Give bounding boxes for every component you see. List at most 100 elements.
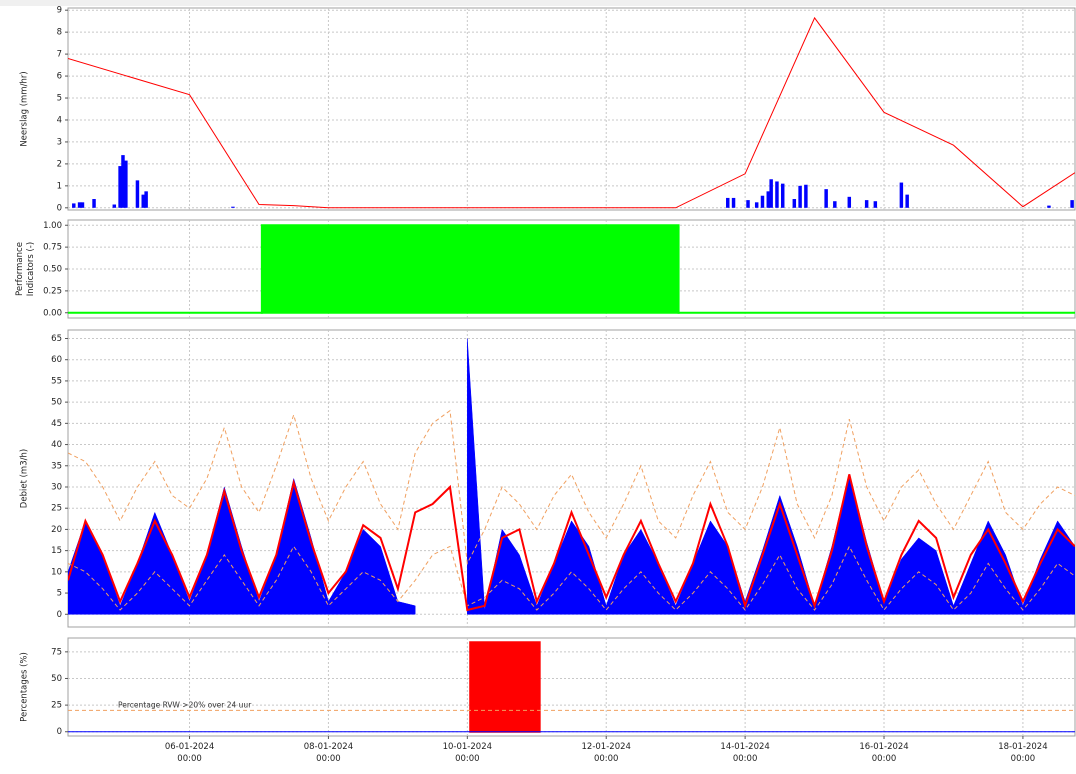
- annotation: Percentage RVW >20% over 24 uur: [118, 700, 252, 709]
- bar: [135, 180, 140, 208]
- x-tick-label-line: 00:00: [177, 754, 202, 764]
- plot-area: [68, 224, 1075, 314]
- y-tick-label: 5: [57, 94, 62, 104]
- y-tick-label: 0: [57, 727, 62, 737]
- bar: [899, 182, 904, 208]
- bar: [77, 202, 82, 208]
- plot-area: [68, 16, 1075, 209]
- y-tick-label: 25: [51, 504, 62, 514]
- x-tick-label-line: 00:00: [1011, 754, 1036, 764]
- bar: [905, 194, 909, 208]
- line: [68, 16, 1075, 209]
- bar: [92, 199, 96, 208]
- y-tick-label: 0: [57, 610, 62, 620]
- x-tick-label-line: 18-01-2024: [998, 742, 1047, 752]
- bar: [144, 191, 148, 208]
- top-strip: [0, 0, 1076, 6]
- bar: [824, 189, 828, 208]
- step-bar: [260, 224, 680, 314]
- x-tick-label-line: 00:00: [455, 754, 480, 764]
- y-tick-label: 6: [57, 72, 62, 82]
- y-tick-label: 50: [51, 674, 62, 684]
- bar: [118, 166, 122, 208]
- x-tick-label: 18-01-2024 00:00: [998, 742, 1047, 764]
- bar: [798, 185, 802, 208]
- x-tick-label: 14-01-2024 00:00: [720, 742, 769, 764]
- x-tick-label: 12-01-2024 00:00: [582, 742, 631, 764]
- y-tick-label: 20: [51, 525, 62, 535]
- bar: [833, 201, 837, 208]
- y-tick-label: 75: [51, 647, 62, 657]
- bar: [121, 155, 125, 208]
- bar: [804, 184, 808, 208]
- y-tick-label: 3: [57, 137, 62, 147]
- y-tick-label: 1.00: [43, 221, 62, 231]
- line: [68, 474, 1075, 612]
- y-tick-label: 5: [57, 589, 62, 599]
- bar: [775, 181, 779, 208]
- x-tick-label-line: 06-01-2024: [165, 742, 214, 752]
- plot-area: [68, 338, 1075, 615]
- x-tick-label-line: 08-01-2024: [304, 742, 353, 752]
- y-tick-label: 65: [51, 334, 62, 344]
- y-axis-label-line: Performance: [15, 242, 25, 296]
- bar: [124, 160, 128, 208]
- x-tick-label-line: 14-01-2024: [720, 742, 769, 752]
- y-tick-label: 60: [51, 355, 62, 365]
- bar: [754, 202, 759, 208]
- bar: [864, 200, 869, 208]
- y-axis-label: Neerslag (mm/hr): [20, 71, 30, 146]
- y-tick-label: 0.75: [43, 243, 62, 253]
- bar: [141, 194, 145, 208]
- y-axis-label-line: Indicators (-): [26, 242, 36, 296]
- y-tick-label: 15: [51, 546, 62, 556]
- y-tick-label: 1: [57, 181, 62, 191]
- x-tick-label: 10-01-2024 00:00: [443, 742, 492, 764]
- bar: [1047, 205, 1051, 208]
- y-tick-label: 2: [57, 159, 62, 169]
- line: [68, 545, 1075, 611]
- x-tick-label: 06-01-2024 00:00: [165, 742, 214, 764]
- y-tick-label: 55: [51, 376, 62, 386]
- plot-frame: [67, 7, 1076, 211]
- x-tick-label-line: 00:00: [872, 754, 897, 764]
- y-tick-label: 0: [57, 203, 62, 213]
- plot-area: [68, 641, 1075, 733]
- bar: [781, 183, 785, 208]
- bar: [1070, 200, 1074, 208]
- step-bar: [469, 641, 541, 733]
- y-axis-label: Percentages (%): [20, 652, 30, 722]
- x-tick-label-line: 00:00: [733, 754, 758, 764]
- plot-frame: [67, 637, 1076, 737]
- bar: [769, 179, 773, 208]
- bar: [873, 201, 878, 208]
- y-tick-label: 4: [57, 115, 62, 125]
- x-tick-label-line: 10-01-2024: [443, 742, 492, 752]
- line: [68, 409, 1075, 566]
- x-tick-label: 16-01-2024 00:00: [859, 742, 908, 764]
- bar: [231, 206, 235, 208]
- y-tick-label: 35: [51, 461, 62, 471]
- bar: [72, 203, 76, 208]
- y-tick-label: 0.25: [43, 286, 62, 296]
- y-tick-label: 50: [51, 398, 62, 408]
- y-tick-label: 0.00: [43, 308, 62, 318]
- bar: [766, 191, 771, 208]
- y-tick-label: 30: [51, 482, 62, 492]
- y-tick-label: 0.50: [43, 265, 62, 275]
- x-tick-label-line: 00:00: [316, 754, 341, 764]
- y-tick-label: 9: [57, 6, 62, 16]
- bar: [847, 196, 852, 208]
- y-tick-label: 25: [51, 701, 62, 711]
- x-tick-label-line: 00:00: [594, 754, 619, 764]
- bar: [112, 204, 117, 208]
- bar: [792, 199, 797, 208]
- y-tick-label: 40: [51, 440, 62, 450]
- y-tick-label: 8: [57, 28, 62, 38]
- bar: [731, 197, 736, 208]
- x-tick-label: 08-01-2024 00:00: [304, 742, 353, 764]
- y-axis-label: PerformanceIndicators (-): [15, 242, 36, 296]
- y-axis-label: Debiet (m3/h): [20, 449, 30, 508]
- bar: [726, 197, 730, 208]
